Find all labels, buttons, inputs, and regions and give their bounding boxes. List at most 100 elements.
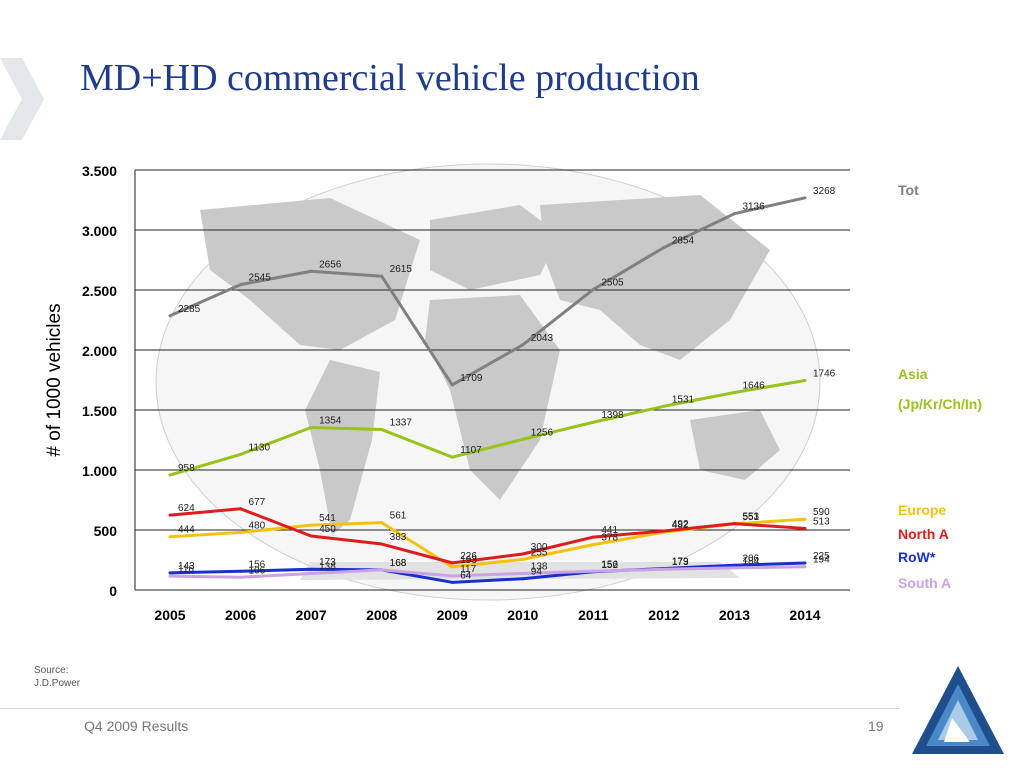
y-tick-label: 0 [109,583,117,599]
data-label: 2854 [672,236,695,247]
data-point [591,420,595,424]
data-label: 1646 [742,380,765,391]
series-lines [168,196,807,584]
data-label: 116 [178,564,194,575]
data-point [168,535,172,539]
data-point [662,246,666,250]
legend: Tot Asia (Jp/Kr/Ch/In) Europe North A RoW* Sou… [898,182,982,591]
x-tick-label: 2008 [366,607,397,623]
data-label: 553 [742,512,759,523]
data-label: 561 [390,511,407,522]
data-point [803,378,807,382]
data-label: 3136 [742,202,765,213]
data-label: 1709 [460,373,483,384]
source-note: Source: J.D.Power [34,664,80,690]
data-label: 1746 [813,368,836,379]
series-line-asia [169,379,806,477]
y-tick-label: 3.500 [82,163,117,179]
data-label: 194 [813,555,830,566]
data-label: 441 [601,525,618,536]
data-point [380,428,384,432]
data-label: 677 [249,497,266,508]
series-line-row- [169,561,806,584]
source-label: Source: [34,665,69,676]
x-tick-label: 2009 [437,607,468,623]
data-label: 480 [249,520,266,531]
data-point [450,455,454,459]
data-label: 2505 [601,277,624,288]
series-line-north-a [169,507,806,565]
data-label: 138 [531,561,548,572]
data-point [591,287,595,291]
data-label: 94 [531,567,543,578]
data-label: 2615 [390,264,413,275]
data-point [380,542,384,546]
data-label: 143 [178,561,195,572]
y-tick-label: 2.500 [82,283,117,299]
data-point [168,473,172,477]
y-tick-label: 1.000 [82,463,117,479]
y-tick-label: 1.500 [82,403,117,419]
data-label: 541 [319,513,336,524]
data-point [168,574,172,578]
data-point [732,212,736,216]
data-label: 106 [249,565,266,576]
data-point [309,426,313,430]
data-label: 2656 [319,259,342,270]
data-point [521,571,525,575]
data-point [521,343,525,347]
data-point [239,530,243,534]
data-point [239,452,243,456]
data-point [732,522,736,526]
data-labels: 2285 2545 2656 2615 1709 2043 2505 2854 3136 3268… [178,186,836,581]
data-label: 958 [178,463,195,474]
legend-entry: Asia [898,366,928,382]
data-point [521,437,525,441]
data-point [168,571,172,575]
data-label: 225 [813,551,830,562]
data-label: 383 [390,532,407,543]
data-label: 184 [742,556,759,567]
data-label: 206 [742,553,759,564]
data-point [380,568,384,572]
world-map-background [155,163,821,601]
data-label: 450 [319,524,336,535]
data-point [662,529,666,533]
data-label: 482 [672,520,689,531]
production-line-chart: 0 500 1.000 1.500 2.000 2.500 3.000 3.500 2005 20… [44,163,982,623]
data-label: 179 [672,557,689,568]
data-label: 1398 [601,410,624,421]
data-label: 156 [249,559,266,570]
slide-title: MD+HD commercial vehicle production [80,57,700,99]
data-point [662,404,666,408]
data-label: 1354 [319,416,342,427]
data-point [450,565,454,569]
data-label: 513 [813,516,830,527]
data-point [309,269,313,273]
data-label: 378 [601,533,618,544]
data-label: 168 [390,558,407,569]
x-tick-label: 2005 [154,607,185,623]
footer-divider [0,708,900,709]
data-point [732,563,736,567]
data-label: 300 [531,542,548,553]
page-number: 19 [868,718,884,734]
company-logo-icon [912,666,1004,754]
series-line-south-a [169,565,806,579]
data-label: 624 [178,503,195,514]
data-point [309,567,313,571]
data-label: 492 [672,519,689,530]
legend-entry: (Jp/Kr/Ch/In) [898,396,982,412]
data-label: 255 [531,547,548,558]
data-point [591,543,595,547]
data-label: 1130 [249,442,271,453]
x-tick-label: 2013 [719,607,750,623]
y-tick-label: 3.000 [82,223,117,239]
y-axis-title: # of 1000 vehicles [44,303,65,456]
data-point [803,517,807,521]
data-point [380,274,384,278]
data-point [309,571,313,575]
title-chevron-decoration [0,58,44,140]
x-tick-label: 2007 [296,607,327,623]
data-point [591,535,595,539]
